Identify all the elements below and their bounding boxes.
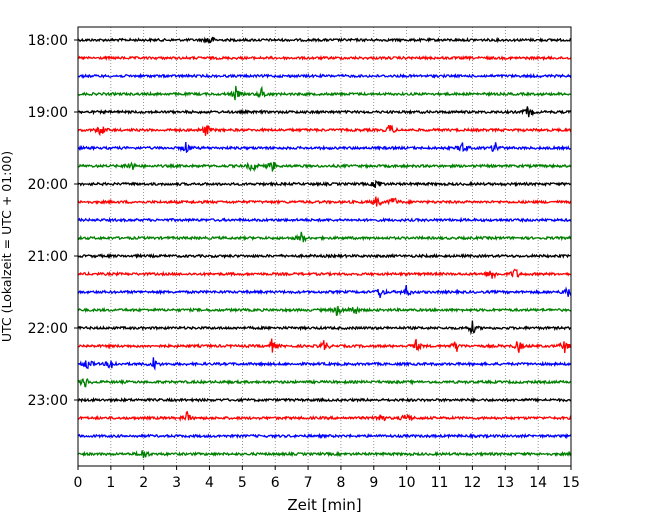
trace-line xyxy=(77,285,572,299)
y-tick-label: 22:00 xyxy=(28,321,68,337)
x-tick-label: 12 xyxy=(463,475,481,491)
trace-line xyxy=(77,320,572,336)
y-tick-label: 19:00 xyxy=(28,105,68,121)
x-tick-label: 10 xyxy=(398,475,416,491)
x-tick-label: 14 xyxy=(529,475,547,491)
trace-line xyxy=(77,268,572,280)
trace-line xyxy=(78,410,572,422)
x-axis-ticks: 0 1 2 3 4 5 6 7 8 9 10 11 12 13 14 15 xyxy=(74,466,580,491)
trace-line xyxy=(77,161,571,173)
x-tick-label: 3 xyxy=(172,475,181,491)
x-tick-label: 5 xyxy=(238,475,247,491)
x-tick-label: 1 xyxy=(106,475,115,491)
plot-frame xyxy=(77,26,572,467)
x-tick-label: 7 xyxy=(304,475,313,491)
y-tick-label: 21:00 xyxy=(28,249,68,265)
trace-line xyxy=(78,305,572,317)
x-tick-label: 13 xyxy=(496,475,514,491)
trace-line xyxy=(77,36,571,44)
trace-line xyxy=(77,124,572,137)
y-tick-label: 18:00 xyxy=(28,33,68,49)
trace-line xyxy=(77,432,572,440)
y-axis-ticks: 18:00 19:00 20:00 21:00 22:00 23:00 xyxy=(28,33,78,409)
trace-line xyxy=(77,54,572,62)
trace-line xyxy=(77,252,572,260)
trace-line xyxy=(77,338,572,354)
x-axis-label: Zeit [min] xyxy=(287,496,361,514)
x-tick-label: 0 xyxy=(74,475,83,491)
trace-line xyxy=(77,196,572,207)
trace-line xyxy=(77,357,572,371)
trace-line xyxy=(77,72,572,80)
trace-line xyxy=(77,396,572,404)
x-tick-label: 6 xyxy=(271,475,280,491)
x-tick-label: 11 xyxy=(431,475,449,491)
trace-line xyxy=(77,450,572,459)
trace-line xyxy=(77,231,572,243)
x-tick-label: 4 xyxy=(205,475,214,491)
trace-line xyxy=(78,377,572,388)
y-tick-label: 20:00 xyxy=(28,177,68,193)
seismic-traces xyxy=(77,36,572,459)
x-tick-label: 9 xyxy=(369,475,378,491)
x-tick-label: 15 xyxy=(562,475,580,491)
plot-background xyxy=(78,27,571,466)
trace-line xyxy=(77,106,572,118)
trace-line xyxy=(77,216,572,224)
vertical-gridlines xyxy=(110,27,539,466)
x-tick-label: 2 xyxy=(139,475,148,491)
trace-line xyxy=(77,142,572,154)
x-tick-label: 8 xyxy=(336,475,345,491)
y-axis-label: UTC (Lokalzeit = UTC + 01:00) xyxy=(0,151,14,342)
trace-line xyxy=(77,85,572,101)
y-tick-label: 23:00 xyxy=(28,393,68,409)
trace-line xyxy=(77,179,572,189)
